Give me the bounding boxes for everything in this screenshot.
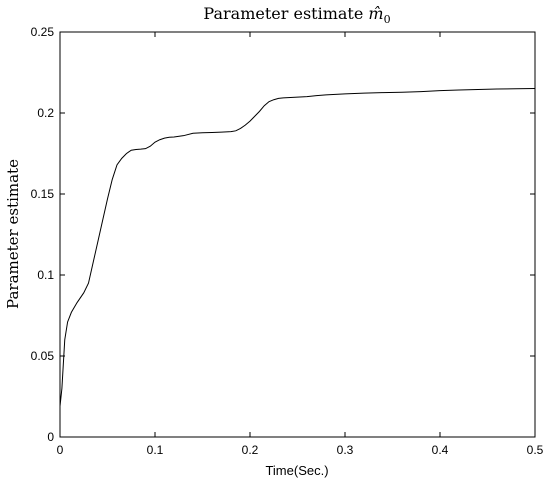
series-line [59, 88, 536, 407]
x-tick-label: 0.4 [432, 443, 449, 457]
x-tick-label: 0 [57, 443, 64, 457]
y-axis: 0 0.05 0.1 0.15 0.2 0.25 [31, 25, 535, 444]
chart-title-subscript: 0 [384, 13, 391, 26]
y-tick-label: 0.2 [37, 106, 54, 120]
x-tick-label: 0.5 [527, 443, 544, 457]
y-axis-label: Parameter estimate [4, 159, 22, 309]
y-tick-label: 0 [47, 430, 54, 444]
x-axis: 0 0.1 0.2 0.3 0.4 0.5 [57, 32, 544, 457]
x-tick-label: 0.3 [337, 443, 354, 457]
y-tick-label: 0.1 [37, 268, 54, 282]
chart-title: Parameter estimate m̂0 [203, 4, 390, 26]
plot-area-frame [59, 31, 536, 438]
chart-title-symbol: m̂ [368, 4, 383, 23]
y-tick-label: 0.15 [31, 187, 55, 201]
chart-title-prefix: Parameter estimate [203, 4, 368, 23]
x-axis-label: Time(Sec.) [265, 463, 328, 478]
x-tick-label: 0.1 [147, 443, 164, 457]
y-tick-label: 0.05 [31, 349, 55, 363]
x-tick-label: 0.2 [242, 443, 259, 457]
y-tick-label: 0.25 [31, 25, 55, 39]
